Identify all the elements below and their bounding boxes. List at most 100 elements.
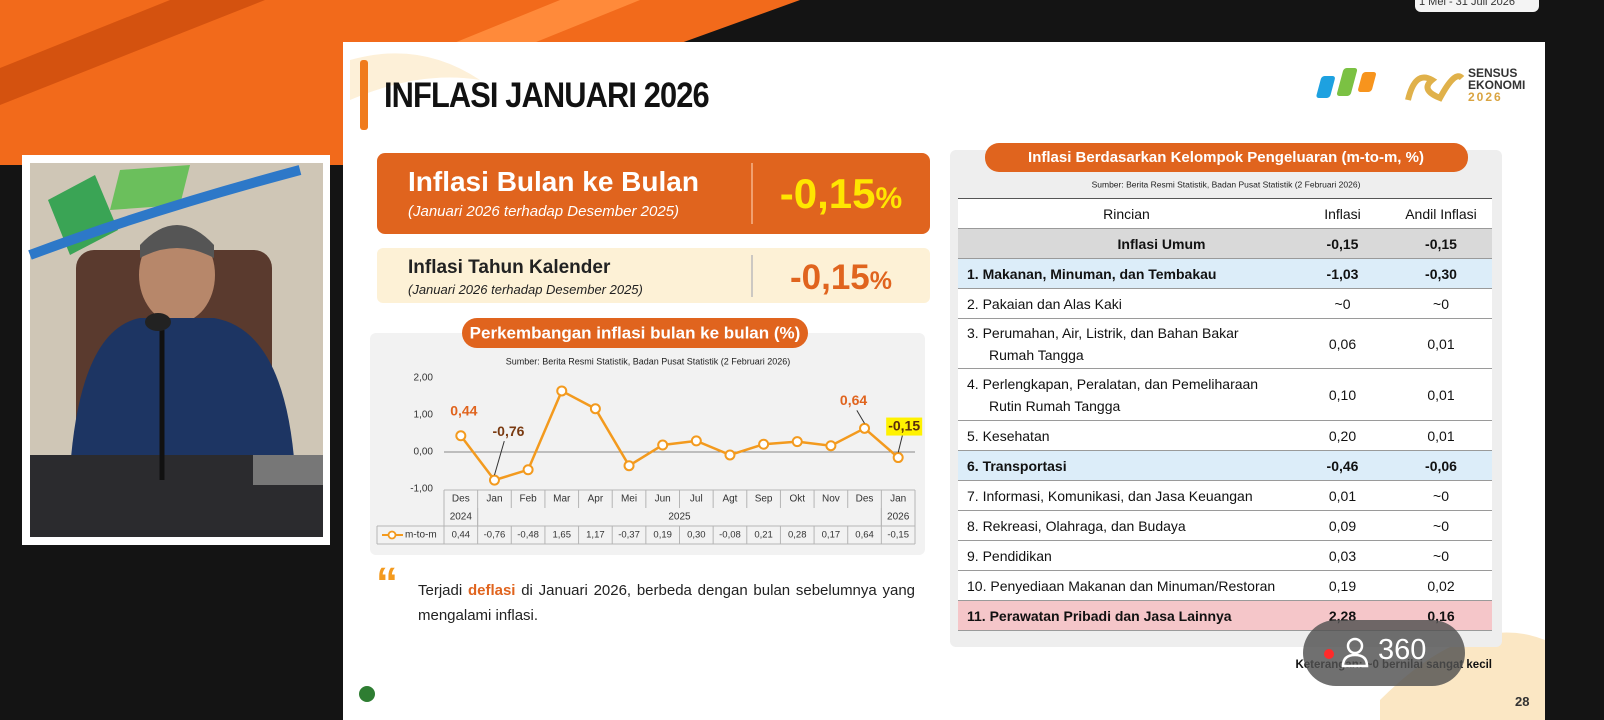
point: [758, 438, 770, 450]
quote-emphasis: deflasi: [467, 582, 516, 599]
x-tick-label: Sep: [755, 494, 773, 505]
bps-logo: [1316, 68, 1465, 102]
table-row: Inflasi Umum -0,15 -0,15: [958, 228, 1492, 259]
y-tick-label: 1,00: [414, 410, 434, 421]
callout-label: 0,64: [840, 392, 867, 408]
row-label: 6. Transportasi: [958, 450, 1295, 481]
row-label: 9. Pendidikan: [958, 540, 1295, 571]
table-row: 2. Pakaian dan Alas Kaki ~0 ~0: [958, 288, 1492, 319]
kpi-subtitle: (Januari 2026 terhadap Desember 2025): [408, 282, 643, 297]
value-label: 0,30: [687, 530, 706, 541]
row-label: 10. Penyediaan Makanan dan Minuman/Resto…: [958, 570, 1295, 601]
row-value: -0,15: [1295, 228, 1390, 259]
point: [690, 435, 702, 447]
table-source: Sumber: Berita Resmi Statistik, Badan Pu…: [1092, 179, 1361, 189]
date-pill: [1415, 0, 1539, 12]
kpi-number: -0,15: [779, 170, 876, 217]
value-label: 0,19: [653, 530, 672, 541]
page-number: 28: [1515, 694, 1530, 709]
x-tick-label: Mar: [553, 494, 571, 505]
x-tick-label: Agt: [722, 494, 737, 505]
slide-decor: [350, 53, 480, 100]
y-tick-label: 0,00: [414, 447, 434, 458]
row-label: 7. Informasi, Komunikasi, dan Jasa Keuan…: [958, 480, 1295, 511]
dark-stripe: [0, 0, 265, 105]
kpi-value: -0,15%: [752, 170, 930, 218]
chart-title-pill: [462, 318, 808, 348]
kpi-subtitle: (Januari 2026 terhadap Desember 2025): [408, 203, 680, 220]
row-value: -0,06: [1390, 450, 1492, 481]
callout-leader: [897, 435, 903, 453]
x-group-label: 2026: [887, 512, 910, 523]
viewer-icon: [1341, 653, 1369, 668]
slide-title: INFLASI JANUARI 2026: [384, 76, 710, 115]
legend-label: m-to-m: [405, 530, 437, 541]
value-label: -0,08: [719, 530, 741, 541]
row-value: 0,01: [1295, 480, 1390, 511]
logo-text: SENSUS EKONOMI 2026: [1468, 67, 1525, 103]
point: [556, 385, 568, 397]
value-label: -0,48: [517, 530, 539, 541]
x-tick-label: Jun: [655, 494, 671, 505]
laptop: [253, 455, 323, 485]
point: [791, 436, 803, 448]
callout-label: -0,15: [888, 417, 920, 433]
point: [522, 464, 534, 476]
value-label: 0,17: [822, 530, 841, 541]
quote-text: di Januari 2026, berbeda dengan bulan se…: [418, 582, 916, 624]
wall-logo: [110, 165, 190, 210]
logo-line: 2026: [1468, 90, 1503, 104]
y-tick-label: -1,00: [410, 484, 433, 495]
header-cell: Andil Inflasi: [1390, 198, 1492, 229]
hair: [140, 225, 214, 258]
x-tick-label: Mei: [621, 494, 637, 505]
x-tick-label: Jan: [486, 494, 502, 505]
table-row: 11. Perawatan Pribadi dan Jasa Lainnya 2,…: [958, 600, 1492, 631]
value-label: 0,28: [788, 530, 807, 541]
table-body: Inflasi Umum -0,15 -0,15 1. Makanan, Minuma…: [958, 228, 1492, 631]
row-value: ~0: [1390, 288, 1492, 319]
logo-block: [1358, 72, 1377, 92]
point: [623, 460, 635, 472]
table-header: Rincian Inflasi Andil Inflasi: [958, 198, 1492, 229]
point: [892, 452, 904, 464]
point: [825, 440, 837, 452]
viewer-badge[interactable]: 360: [1303, 620, 1465, 686]
point: [724, 449, 736, 461]
date-range: 1 Mei - 31 Juli 2026: [1419, 0, 1515, 8]
point: [657, 439, 669, 451]
row-value: -0,15: [1390, 228, 1492, 259]
table-row: 1. Makanan, Minuman, dan Tembakau -1,03 -0…: [958, 258, 1492, 289]
row-label: 4. Perlengkapan, Peralatan, dan Pemeliha…: [958, 368, 1295, 421]
point: [859, 422, 871, 434]
kpi-value: -0,15%: [752, 258, 930, 298]
chart-title: Perkembangan inflasi bulan ke bulan (%): [470, 323, 801, 342]
table-row: 10. Penyediaan Makanan dan Minuman/Resto…: [958, 570, 1492, 601]
kpi-unit: %: [869, 267, 892, 295]
row-value: ~0: [1295, 288, 1390, 319]
chart-source: Sumber: Berita Resmi Statistik, Badan Pu…: [506, 356, 791, 366]
table-row: 4. Perlengkapan, Peralatan, dan Pemeliha…: [958, 368, 1492, 421]
callout-leader: [856, 410, 865, 424]
row-label: 2. Pakaian dan Alas Kaki: [958, 288, 1295, 319]
row-value: 0,09: [1295, 510, 1390, 541]
inflation-table: Rincian Inflasi Andil Inflasi Inflasi Um…: [958, 198, 1492, 631]
row-value: ~0: [1390, 540, 1492, 571]
quote-text: Terjadi: [418, 582, 463, 599]
row-value: -1,03: [1295, 258, 1390, 289]
point: [488, 474, 500, 486]
header-cell: Inflasi: [1295, 198, 1390, 229]
kpi-box: [377, 248, 930, 303]
x-tick-label: Apr: [588, 494, 604, 505]
logo-block: [1316, 76, 1335, 98]
chart-panel: [370, 333, 925, 555]
table-row: 7. Informasi, Komunikasi, dan Jasa Keuan…: [958, 480, 1492, 511]
y-tick-label: 2,00: [414, 373, 434, 384]
kpi-title: Inflasi Tahun Kalender: [408, 257, 611, 278]
camera-feed: [28, 163, 323, 537]
kpi-title: Inflasi Bulan ke Bulan: [408, 166, 699, 197]
title-accent: [360, 60, 368, 130]
edit-icon[interactable]: [359, 686, 375, 702]
row-value: 0,06: [1295, 318, 1390, 369]
x-group-label: 2025: [668, 512, 691, 523]
